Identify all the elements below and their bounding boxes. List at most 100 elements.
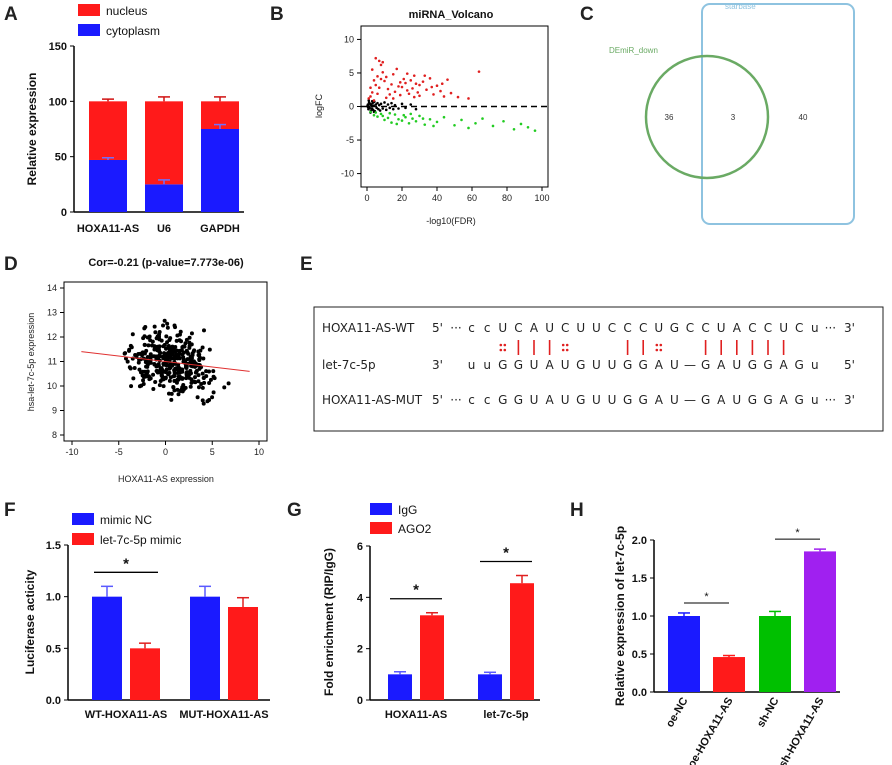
point-down xyxy=(428,117,432,121)
sequence-end-5: 3' xyxy=(432,358,443,372)
venn-set-demir-down xyxy=(644,54,770,180)
point-up xyxy=(372,99,376,102)
sequence-row-name: let-7c-5p xyxy=(322,358,376,372)
point-up xyxy=(440,82,444,85)
point xyxy=(169,397,174,402)
point-up xyxy=(405,89,409,92)
y-tick-label: -10 xyxy=(341,169,354,179)
nucleotide: u xyxy=(811,358,819,372)
point xyxy=(175,387,180,392)
y-tick-label: 0 xyxy=(61,207,67,219)
x-tick-label: GAPDH xyxy=(200,223,240,235)
point xyxy=(183,385,188,390)
x-tick-label: U6 xyxy=(157,223,171,235)
point xyxy=(177,374,182,379)
y-ticks: 0.0 0.5 1.0 1.5 xyxy=(46,540,68,707)
pair-dot xyxy=(655,343,659,347)
point-up xyxy=(398,81,402,84)
x-tick-label: 0 xyxy=(163,447,168,457)
bar-igg xyxy=(478,674,502,700)
legend-swatch-mimic-nc xyxy=(72,513,94,525)
panel-g: G IgG AGO2 Fold enrichment (RIP/IgG) 0 2 4… xyxy=(287,500,540,721)
nucleotide: U xyxy=(732,393,741,407)
point-down xyxy=(474,121,477,125)
bar-nucleus xyxy=(145,101,183,185)
point xyxy=(192,348,197,353)
venn-count-demir-only: 36 xyxy=(665,113,674,122)
x-tick-label: let-7c-5p xyxy=(483,709,529,721)
point xyxy=(196,385,201,390)
point-down xyxy=(402,113,406,117)
y-tick-label: 50 xyxy=(55,152,67,164)
point xyxy=(137,367,142,372)
panel-label-e: E xyxy=(300,254,313,275)
pair-dot xyxy=(561,348,565,352)
nucleotide: C xyxy=(748,321,756,335)
point xyxy=(174,352,179,357)
x-ticks: -10 -5 0 5 10 xyxy=(65,441,264,457)
point-up xyxy=(374,56,378,60)
x-tick-label: oe-NC xyxy=(664,695,691,729)
legend-swatch-cytoplasm xyxy=(78,24,100,36)
point-down xyxy=(460,118,463,122)
point-up xyxy=(435,84,439,88)
pair-dot xyxy=(655,348,659,352)
point-up xyxy=(367,97,371,100)
nucleotide: ··· xyxy=(450,393,461,407)
point xyxy=(188,371,193,376)
point-down xyxy=(533,129,537,132)
point xyxy=(187,343,192,348)
y-tick-label: 13 xyxy=(47,308,57,318)
nucleotide: A xyxy=(545,393,554,407)
point xyxy=(197,366,202,371)
nucleotide: u xyxy=(811,393,819,407)
point xyxy=(200,345,205,350)
point-down xyxy=(395,122,399,126)
sequence-end-3: 3' xyxy=(844,393,855,407)
point xyxy=(183,341,188,346)
panel-label-g: G xyxy=(287,500,302,521)
nucleotide: U xyxy=(732,358,741,372)
point xyxy=(188,357,193,362)
point xyxy=(212,376,217,381)
point-up xyxy=(430,85,434,89)
point xyxy=(177,348,182,353)
point xyxy=(127,347,132,352)
point xyxy=(179,387,184,392)
venn-count-intersection: 3 xyxy=(731,113,736,122)
point-up xyxy=(376,92,379,96)
point xyxy=(157,344,162,349)
panel-label-d: D xyxy=(4,254,18,275)
point xyxy=(136,360,141,365)
point xyxy=(195,395,200,400)
point-up xyxy=(439,89,442,93)
point-up xyxy=(412,95,416,99)
nucleotide: U xyxy=(592,321,601,335)
x-tick-label: WT-HOXA11-AS xyxy=(85,709,168,721)
point-down xyxy=(421,117,425,120)
bars: ** xyxy=(668,527,836,692)
point-up xyxy=(418,94,421,98)
x-tick-label: 5 xyxy=(210,447,215,457)
point xyxy=(167,348,172,353)
x-ticks: WT-HOXA11-AS MUT-HOXA11-AS xyxy=(85,709,269,721)
point xyxy=(152,362,157,367)
point xyxy=(200,371,205,376)
point xyxy=(158,350,163,355)
pair-dot xyxy=(659,348,663,352)
sequence-end-3: 3' xyxy=(844,321,855,335)
y-tick-label: 1.0 xyxy=(46,592,61,604)
point-down xyxy=(404,115,407,119)
point-up xyxy=(369,86,372,90)
point-not-significant xyxy=(386,103,390,106)
legend-label-ago2: AGO2 xyxy=(398,522,432,536)
nucleotide: U xyxy=(498,321,507,335)
point xyxy=(163,376,168,381)
nucleotide: C xyxy=(701,321,709,335)
point-down xyxy=(369,110,372,114)
point xyxy=(222,385,227,390)
y-tick-label: 1.5 xyxy=(632,573,647,585)
point xyxy=(148,352,153,357)
x-tick-label: 20 xyxy=(397,193,407,203)
